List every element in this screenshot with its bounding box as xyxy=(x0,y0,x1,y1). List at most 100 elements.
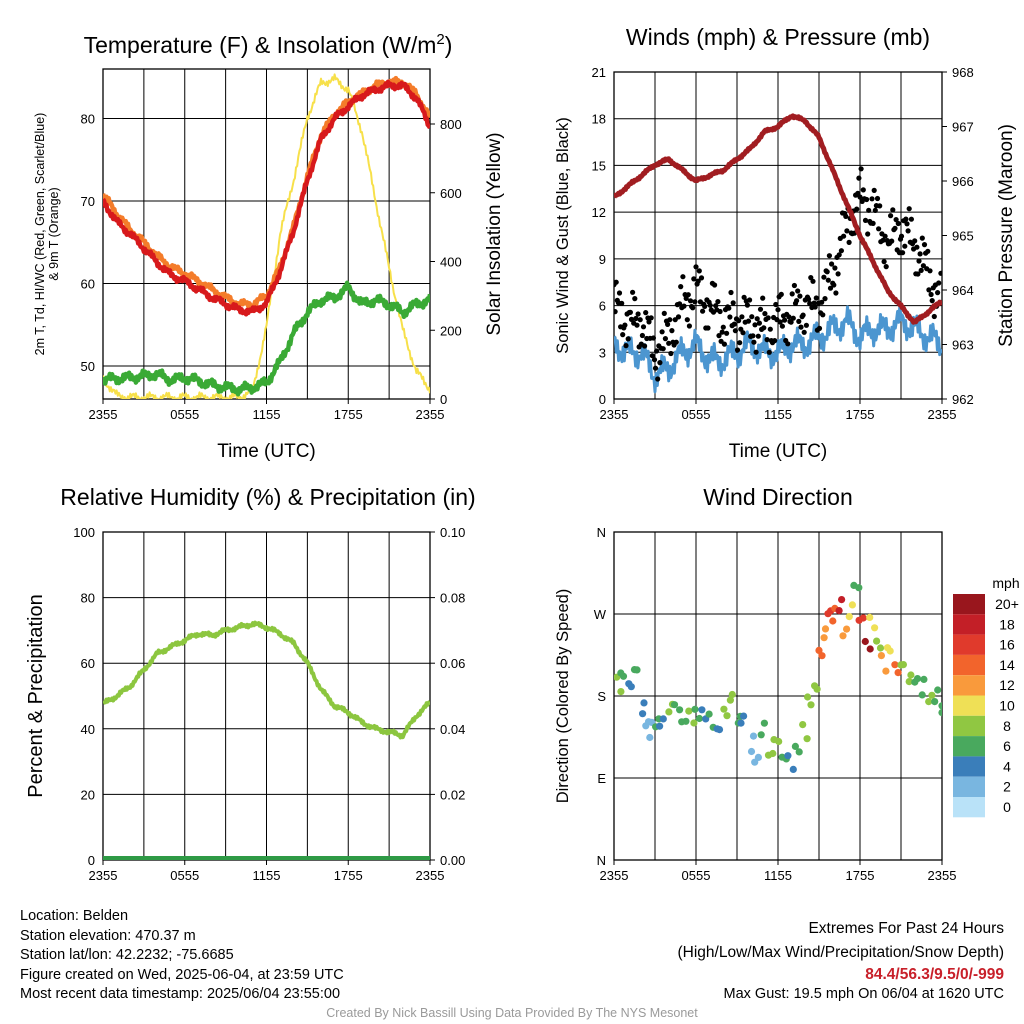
gust-point xyxy=(700,308,706,314)
gust-point xyxy=(678,284,684,290)
direction-point xyxy=(665,708,673,716)
gust-point xyxy=(766,349,772,355)
x-tick-label: 1755 xyxy=(334,868,363,883)
direction-point xyxy=(676,706,684,714)
gust-point xyxy=(803,322,810,328)
y2-tick-label: 800 xyxy=(440,117,462,132)
gust-point xyxy=(871,187,877,193)
direction-point xyxy=(845,613,853,621)
gust-point xyxy=(819,299,825,305)
x-tick-label: 1155 xyxy=(253,868,281,883)
y2-axis-label: Solar Insolation (Yellow) xyxy=(484,132,505,335)
legend-label: 18 xyxy=(999,616,1015,632)
gust-point xyxy=(751,339,757,345)
y2-tick-label: 200 xyxy=(440,323,462,338)
gust-point xyxy=(721,341,728,347)
gust-point xyxy=(914,244,920,250)
gust-point xyxy=(734,347,741,353)
direction-point xyxy=(789,765,797,774)
gust-point xyxy=(866,207,872,213)
y-tick-label: 3 xyxy=(599,345,606,360)
direction-point xyxy=(891,661,899,669)
gust-point xyxy=(716,333,722,339)
x-tick-label: 1155 xyxy=(253,407,281,422)
direction-point xyxy=(938,709,942,717)
y-axis-label: Percent & Precipitation xyxy=(25,594,47,797)
y2-tick-label: 0.00 xyxy=(440,853,465,868)
gust-point xyxy=(917,251,923,257)
gust-point xyxy=(757,306,764,312)
gust-point xyxy=(655,376,661,382)
direction-point xyxy=(698,706,706,714)
gust-point xyxy=(767,326,773,332)
gust-point xyxy=(831,282,837,288)
gust-point xyxy=(797,293,803,299)
gust-point xyxy=(785,341,791,347)
gust-point xyxy=(727,314,733,320)
legend-swatch xyxy=(953,736,985,757)
gust-point xyxy=(736,318,742,324)
direction-point xyxy=(639,710,647,718)
station-latlon: Station lat/lon: 42.2232; -75.6685 xyxy=(20,947,234,963)
gust-point xyxy=(870,220,876,226)
speed-legend: mph 20+ 18 16 14 12 10 8 6 4 2 0 xyxy=(953,575,1020,818)
gust-point xyxy=(908,216,915,222)
gust-point xyxy=(832,265,838,271)
y2-axis-label: Station Pressure (Maroon) xyxy=(996,124,1017,347)
gust-point xyxy=(881,259,887,265)
direction-point xyxy=(839,632,847,640)
gust-point xyxy=(800,312,806,318)
gust-point xyxy=(698,275,705,281)
gust-point xyxy=(651,357,658,363)
gust-point xyxy=(904,221,910,227)
direction-point xyxy=(757,731,765,739)
gust-point xyxy=(745,318,752,324)
y-tick-label: 20 xyxy=(81,787,95,802)
y-tick-label: 21 xyxy=(592,65,606,80)
gust-point xyxy=(685,292,691,298)
legend-swatch xyxy=(953,715,985,737)
gust-point xyxy=(931,313,937,320)
legend-swatch xyxy=(953,797,985,818)
x-tick-label: 1155 xyxy=(764,868,792,883)
y-tick-label: 18 xyxy=(592,112,606,127)
credit-line: Created By Nick Bassill Using Data Provi… xyxy=(326,1006,698,1020)
direction-point xyxy=(640,699,648,707)
gust-point xyxy=(820,312,826,318)
gust-point xyxy=(821,274,827,280)
x-tick-label: 2355 xyxy=(928,868,957,883)
pressure-line xyxy=(614,113,942,325)
direction-point xyxy=(627,683,635,691)
gust-point xyxy=(639,332,646,339)
gust-point xyxy=(753,349,759,355)
gust-point xyxy=(825,277,831,283)
sonic-wind-line xyxy=(614,303,942,394)
gust-point xyxy=(622,322,628,328)
gust-point xyxy=(665,321,671,327)
gust-point xyxy=(614,279,619,285)
x-tick-label: 2355 xyxy=(416,868,445,883)
gust-point xyxy=(811,300,817,306)
gust-point xyxy=(927,268,933,274)
gust-point xyxy=(719,329,725,335)
direction-point xyxy=(920,675,928,684)
gust-point xyxy=(915,271,921,277)
chart-title: Winds (mph) & Pressure (mb) xyxy=(626,24,930,50)
x-tick-label: 0555 xyxy=(682,868,711,883)
y-tick-label: S xyxy=(597,689,606,704)
gust-point xyxy=(633,315,639,322)
x-tick-label: 2355 xyxy=(600,407,629,422)
y-tick-label: 60 xyxy=(81,656,95,671)
legend-label: 20+ xyxy=(995,596,1019,612)
gust-point xyxy=(888,213,894,219)
gust-point xyxy=(731,321,737,327)
gust-point xyxy=(625,336,631,342)
extremes-header: Extremes For Past 24 Hours xyxy=(808,920,1004,937)
gust-point xyxy=(761,325,767,331)
gust-point xyxy=(925,248,931,254)
gust-point xyxy=(865,231,871,237)
gust-point xyxy=(715,299,721,305)
y2-tick-label: 0.04 xyxy=(440,722,465,737)
extremes-subheader: (High/Low/Max Wind/Precipitation/Snow De… xyxy=(677,944,1005,961)
